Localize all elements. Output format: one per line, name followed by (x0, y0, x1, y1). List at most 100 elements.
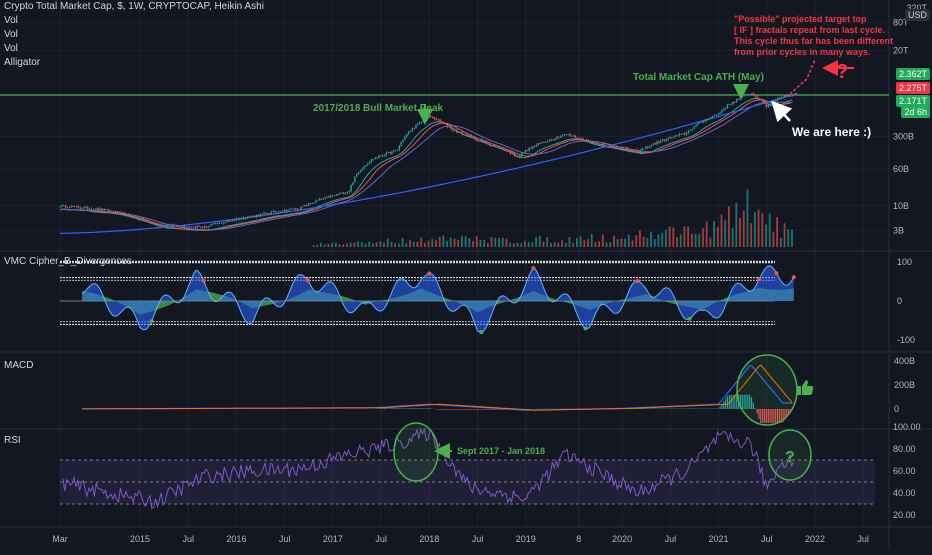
price-badge-4: 2d 6h (901, 106, 930, 118)
candle-body (604, 144, 605, 145)
candle-body (70, 206, 71, 208)
candle-body (775, 100, 776, 101)
indicator-vol-3[interactable]: Vol (4, 43, 18, 54)
indicator-alligator[interactable]: Alligator (4, 57, 40, 68)
candle-body (206, 226, 207, 227)
candle-body (386, 153, 387, 156)
candle-body (651, 145, 652, 146)
candle-body (384, 155, 385, 156)
candle-body (213, 223, 214, 224)
candle-body (356, 175, 357, 177)
candle-body (254, 216, 255, 217)
candle-body (389, 152, 390, 154)
candle-body (666, 139, 667, 140)
candle-body (298, 209, 299, 210)
alligator-line-1 (60, 99, 792, 231)
candle-body (380, 155, 381, 156)
macd-histogram-bar (643, 408, 644, 409)
candle-body (317, 200, 318, 201)
candle-body (786, 95, 787, 96)
candle-body (684, 133, 685, 134)
price-pane[interactable] (0, 59, 889, 247)
candle-body (673, 137, 674, 138)
candle-body (399, 146, 400, 150)
candle-body (584, 140, 585, 141)
candle-body (217, 223, 218, 224)
candle-body (400, 142, 401, 146)
candle-body (191, 227, 192, 228)
rsi-tick-label: 80.00 (893, 444, 916, 454)
candle-body (441, 121, 442, 122)
volume-bar (446, 241, 448, 247)
candle-body (740, 97, 741, 99)
volume-bar (350, 243, 352, 247)
macd-pane-label[interactable]: MACD (4, 360, 33, 371)
indicator-vol-1[interactable]: Vol (4, 15, 18, 26)
candle-body (478, 141, 479, 142)
candle-body (428, 116, 429, 118)
candle-body (87, 207, 88, 209)
candle-body (747, 95, 748, 96)
candle-body (241, 218, 242, 219)
candle-body (412, 128, 413, 131)
macd-histogram-bar (642, 408, 643, 409)
candle-body (545, 142, 546, 143)
macd-histogram-bar (447, 409, 448, 410)
candle-body (239, 219, 240, 220)
candle-body (629, 149, 630, 150)
macd-histogram-bar (731, 395, 732, 409)
time-tick-label: Mar (52, 534, 68, 544)
rsi-pane-label[interactable]: RSI (4, 435, 21, 446)
time-tick-label: Jul (761, 534, 773, 544)
candle-body (365, 165, 366, 166)
volume-bar (765, 225, 767, 247)
candle-body (172, 224, 173, 226)
candle-body (256, 215, 257, 217)
volume-bar (513, 243, 515, 247)
candle-body (291, 209, 292, 210)
rsi-pane[interactable] (60, 429, 875, 508)
candle-body (571, 136, 572, 137)
candle-body (527, 150, 528, 151)
candle-body (124, 213, 125, 216)
candle-body (337, 194, 338, 195)
candle-body (662, 139, 663, 140)
volume-bar (680, 234, 682, 247)
volume-bar (576, 238, 578, 247)
volume-bar (791, 230, 793, 247)
candle-body (781, 97, 782, 98)
candle-body (358, 172, 359, 174)
volume-bar (450, 238, 452, 247)
candle-body (547, 141, 548, 142)
candle-body (273, 211, 274, 212)
candle-body (137, 217, 138, 218)
candle-body (311, 203, 312, 204)
macd-histogram-bar (723, 401, 724, 409)
candle-body (230, 221, 231, 222)
candle-body (111, 210, 112, 211)
candle-body (276, 212, 277, 213)
macd-histogram-bar (401, 408, 402, 409)
candle-body (425, 120, 426, 121)
candle-body (158, 224, 159, 225)
candle-body (655, 143, 656, 144)
candle-body (538, 143, 539, 145)
vmc-pane[interactable] (60, 262, 796, 334)
candle-body (271, 212, 272, 214)
candle-body (224, 222, 225, 223)
candle-body (146, 220, 147, 221)
candle-body (744, 95, 745, 96)
candle-body (577, 138, 578, 139)
indicator-vol-2[interactable]: Vol (4, 29, 18, 40)
candle-body (91, 209, 92, 210)
macd-histogram-bar (697, 408, 698, 409)
currency-label[interactable]: USD (905, 9, 930, 21)
candle-body (540, 143, 541, 144)
volume-bar (368, 242, 370, 247)
candle-body (269, 214, 270, 215)
candle-body (755, 95, 756, 97)
candle-body (354, 177, 355, 183)
vmc-pane-label[interactable]: VMC Cipher_B_Divergences (4, 256, 132, 267)
